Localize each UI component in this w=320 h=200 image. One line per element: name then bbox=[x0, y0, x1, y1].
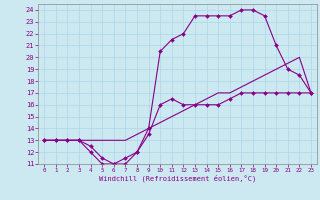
X-axis label: Windchill (Refroidissement éolien,°C): Windchill (Refroidissement éolien,°C) bbox=[99, 175, 256, 182]
